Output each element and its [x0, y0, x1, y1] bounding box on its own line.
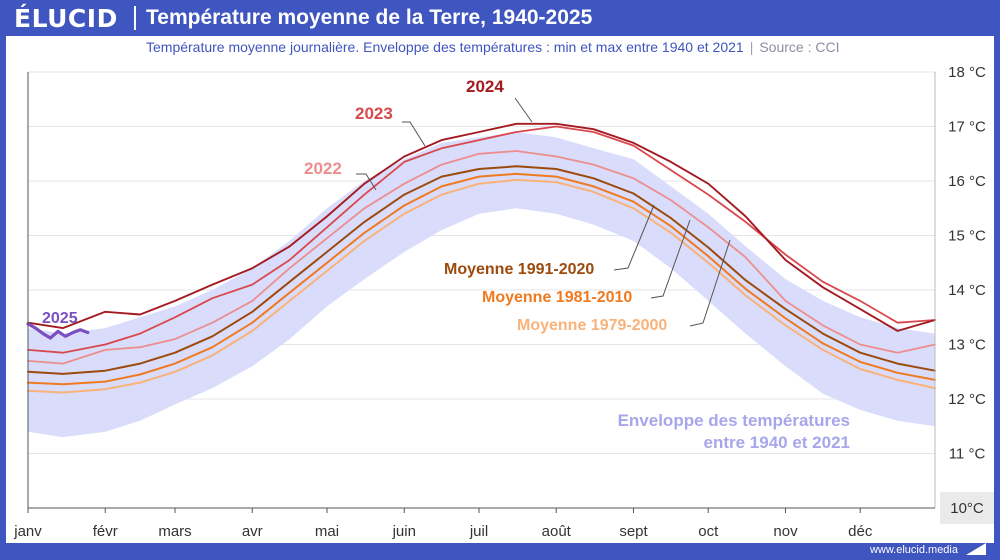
x-tick-label: août: [542, 523, 572, 540]
header-bar: ÉLUCID Température moyenne de la Terre, …: [0, 0, 1000, 36]
elucid-logo[interactable]: ÉLUCID: [14, 4, 118, 33]
series-label-leader: [514, 97, 533, 123]
series-label-leader: [689, 239, 731, 327]
x-tick-label: avr: [242, 523, 263, 540]
series-label: Moyenne 1979-2000: [517, 317, 667, 334]
x-tick-label: juin: [392, 523, 416, 540]
series-label: 2023: [355, 104, 393, 123]
x-tick-label: févr: [93, 523, 118, 540]
x-tick-label: mai: [315, 523, 339, 540]
footer-url[interactable]: www.elucid.media: [869, 544, 958, 556]
series-label-leader: [356, 173, 377, 191]
series-line-moyenne-1981-2010: [27, 172, 936, 386]
y-tick-label-box: [940, 492, 994, 524]
envelope-label: Enveloppe des températures: [618, 411, 850, 430]
x-tick-label: juil: [469, 523, 488, 540]
x-tick-label: déc: [848, 523, 873, 540]
y-tick-label: 11 °C: [949, 446, 986, 463]
y-tick-label: 14 °C: [948, 282, 986, 299]
y-tick-label: 18 °C: [948, 64, 986, 81]
y-tick-label: 13 °C: [948, 337, 986, 354]
series-label: Moyenne 1991-2020: [444, 261, 594, 278]
envelope-band: [28, 132, 935, 438]
logo-separator: [134, 6, 136, 30]
series-line-2024: [27, 122, 936, 332]
series-label: Moyenne 1981-2010: [482, 289, 632, 306]
x-tick-label: mars: [158, 523, 191, 540]
x-tick-label: nov: [773, 523, 798, 540]
series-label: 2025: [42, 310, 78, 327]
series-label-leader: [650, 219, 691, 299]
x-tick-label: oct: [698, 523, 719, 540]
subtitle-divider: |: [749, 39, 754, 55]
y-tick-label: 15 °C: [948, 228, 986, 245]
x-tick-label: sept: [619, 523, 648, 540]
y-tick-label: 16 °C: [948, 173, 986, 190]
series-label: 2024: [466, 77, 504, 96]
series-line-moyenne-1979-2000: [27, 178, 936, 394]
x-tick-label: janv: [13, 523, 42, 540]
source-label: Source : CCI: [759, 39, 840, 55]
y-tick-label: 10°C: [950, 500, 984, 517]
series-line-moyenne-1991-2020: [27, 165, 936, 375]
envelope-label: entre 1940 et 2021: [704, 433, 851, 452]
elucid-mark-icon: [966, 543, 986, 555]
subtitle-text: Température moyenne journalière. Envelop…: [146, 39, 744, 55]
series-line-2023: [27, 125, 936, 354]
y-tick-label: 12 °C: [948, 391, 986, 408]
page-title: Température moyenne de la Terre, 1940-20…: [146, 6, 593, 29]
series-line-2025: [26, 322, 90, 340]
series-line-2022: [27, 150, 936, 365]
series-label: 2022: [304, 159, 342, 178]
series-label-leader: [613, 204, 655, 271]
chart-subtitle: Température moyenne journalière. Envelop…: [146, 39, 839, 55]
series-label-leader: [402, 121, 426, 147]
y-tick-label: 17 °C: [948, 119, 986, 136]
